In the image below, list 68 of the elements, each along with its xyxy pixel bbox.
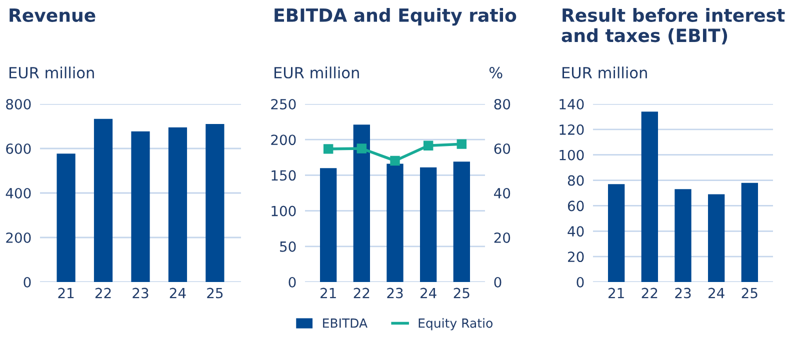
y-tick-label: 50 [280, 241, 296, 252]
bar [708, 194, 725, 282]
x-tick-label: 25 [742, 288, 758, 298]
y-tick-label: 80 [568, 175, 584, 186]
bar [420, 167, 437, 282]
chart-title: Result before interest and taxes (EBIT) [562, 8, 785, 44]
x-tick-label: 22 [354, 288, 370, 298]
x-tick-label: 23 [387, 288, 403, 298]
bar [674, 189, 692, 282]
y2-tick-label: 40 [494, 188, 510, 198]
y-tick-label: 200 [271, 134, 296, 146]
y-axis-title: EUR million [562, 66, 647, 78]
chart-title: Revenue [10, 8, 96, 22]
x-tick-label: 24 [170, 288, 186, 298]
point [356, 144, 367, 154]
bar [206, 124, 224, 282]
bar [56, 154, 76, 282]
x-tick-label: 25 [454, 288, 470, 298]
x-tick-label: 22 [642, 288, 658, 298]
chart-title: EBITDA and Equity ratio [274, 8, 516, 26]
y2-axis-title: % [489, 66, 502, 78]
x-tick-label: 24 [708, 288, 724, 298]
y-tick-label: 600 [6, 143, 31, 154]
y-tick-label: 150 [272, 170, 296, 181]
x-tick-label: 25 [207, 288, 223, 298]
x-tick-label: 22 [95, 288, 111, 298]
y-tick-label: 800 [6, 98, 31, 110]
legend-label: Equity Ratio [418, 318, 492, 330]
y-tick-label: 200 [6, 232, 31, 243]
y-tick-label: 60 [568, 200, 584, 212]
bar [94, 118, 113, 282]
x-tick-label: 21 [58, 288, 74, 298]
x-tick-label: 23 [132, 288, 148, 298]
y2-tick-label: 0 [494, 276, 502, 288]
bar [608, 184, 625, 282]
point [456, 139, 467, 149]
y-tick-label: 0 [288, 276, 296, 288]
y-axis-title: EUR million [10, 66, 94, 78]
x-tick-label: 21 [320, 288, 336, 298]
point [390, 156, 400, 166]
bar [168, 127, 188, 282]
bar [131, 131, 150, 282]
y-tick-label: 100 [560, 150, 584, 160]
point [323, 144, 334, 154]
bar [353, 124, 370, 282]
y-tick-label: 120 [560, 124, 584, 135]
y2-tick-label: 80 [494, 98, 510, 110]
y-tick-label: 100 [272, 206, 296, 216]
y-tick-label: 20 [568, 252, 584, 262]
y2-tick-label: 20 [494, 232, 510, 243]
bar [741, 182, 758, 282]
y-tick-label: 0 [576, 276, 584, 288]
bar [641, 112, 658, 282]
bar [386, 164, 404, 282]
bar [320, 168, 337, 282]
y2-tick-label: 60 [494, 143, 510, 154]
point [423, 140, 434, 150]
x-tick-label: 21 [608, 288, 624, 298]
y-tick-label: 400 [6, 188, 31, 198]
bar [453, 162, 470, 282]
y-tick-label: 140 [560, 98, 584, 110]
x-tick-label: 23 [675, 288, 691, 298]
legend-label: EBITDA [323, 318, 368, 328]
y-tick-label: 40 [568, 226, 584, 237]
y-tick-label: 250 [271, 98, 296, 110]
x-tick-label: 24 [420, 288, 436, 298]
y-tick-label: 0 [24, 276, 31, 288]
y-axis-title: EUR million [274, 66, 359, 78]
